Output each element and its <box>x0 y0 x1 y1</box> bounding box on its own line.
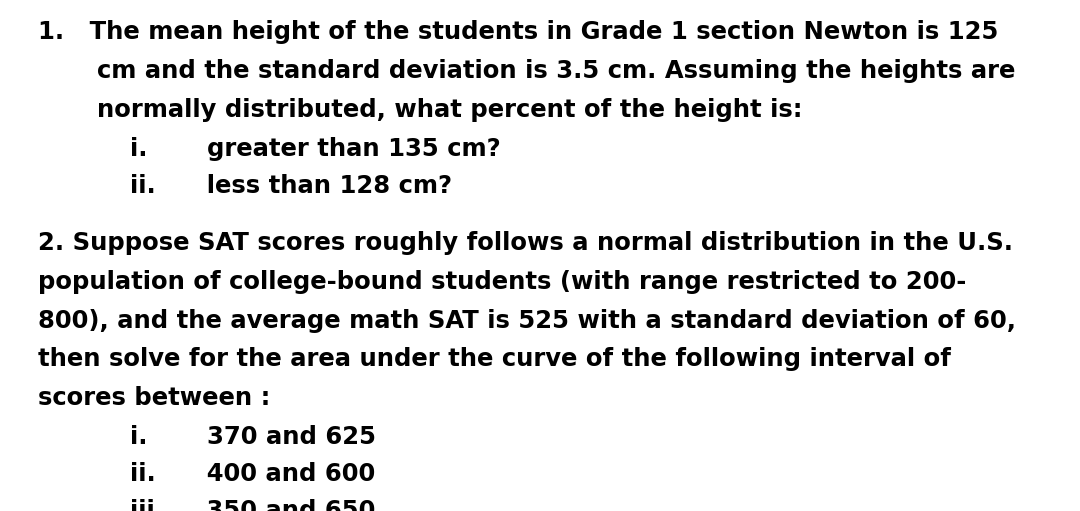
Text: 1.   The mean height of the students in Grade 1 section Newton is 125: 1. The mean height of the students in Gr… <box>38 20 998 44</box>
Text: then solve for the area under the curve of the following interval of: then solve for the area under the curve … <box>38 347 950 371</box>
Text: 800), and the average math SAT is 525 with a standard deviation of 60,: 800), and the average math SAT is 525 wi… <box>38 309 1016 333</box>
Text: scores between :: scores between : <box>38 386 270 410</box>
Text: cm and the standard deviation is 3.5 cm. Assuming the heights are: cm and the standard deviation is 3.5 cm.… <box>97 59 1015 83</box>
Text: normally distributed, what percent of the height is:: normally distributed, what percent of th… <box>97 98 802 122</box>
Text: 2. Suppose SAT scores roughly follows a normal distribution in the U.S.: 2. Suppose SAT scores roughly follows a … <box>38 231 1013 255</box>
Text: i.       greater than 135 cm?: i. greater than 135 cm? <box>130 137 500 161</box>
Text: ii.      400 and 600: ii. 400 and 600 <box>130 462 375 486</box>
Text: i.       370 and 625: i. 370 and 625 <box>130 425 376 449</box>
Text: ii.      less than 128 cm?: ii. less than 128 cm? <box>130 174 451 198</box>
Text: population of college-bound students (with range restricted to 200-: population of college-bound students (wi… <box>38 270 967 294</box>
Text: iii.     350 and 650: iii. 350 and 650 <box>130 499 375 511</box>
